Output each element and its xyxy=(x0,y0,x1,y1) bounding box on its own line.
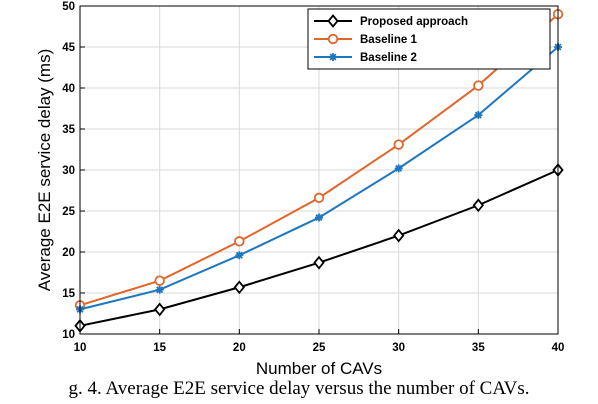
x-axis-title: Number of CAVs xyxy=(256,359,382,378)
data-point xyxy=(233,280,245,295)
y-tick-label: 35 xyxy=(62,124,75,136)
axis-ticks: 10 15 20 25 30 35 40 10 15 20 25 30 35 40 45 50 xyxy=(62,1,564,354)
x-tick-label: 15 xyxy=(153,342,166,354)
data-point xyxy=(154,302,166,317)
data-point xyxy=(472,198,484,213)
legend: Proposed approach Baseline 1 Baseline 2 xyxy=(307,8,551,70)
legend-label: Proposed approach xyxy=(360,16,468,28)
x-tick-label: 10 xyxy=(74,342,87,354)
legend-item: Baseline 1 xyxy=(314,33,417,46)
y-tick-label: 25 xyxy=(62,206,75,218)
y-axis-title: Average E2E service delay (ms) xyxy=(35,49,54,292)
legend-swatch-marker xyxy=(329,53,337,61)
x-tick-label: 20 xyxy=(233,342,246,354)
data-point xyxy=(154,275,165,286)
data-point xyxy=(234,236,245,247)
data-point xyxy=(313,192,325,204)
line-chart: 10 15 20 25 30 35 40 10 15 20 25 30 35 40 45 50 Number … xyxy=(35,1,564,378)
data-point xyxy=(155,285,164,294)
data-point xyxy=(394,164,403,173)
series-0 xyxy=(74,163,564,333)
data-point xyxy=(315,213,323,222)
x-tick-label: 25 xyxy=(313,342,326,354)
data-point xyxy=(235,251,244,260)
legend-label: Baseline 2 xyxy=(360,52,417,64)
legend-item: Proposed approach xyxy=(314,14,468,28)
data-point xyxy=(474,111,483,120)
data-point xyxy=(313,255,325,270)
y-tick-label: 30 xyxy=(62,165,75,177)
y-tick-label: 10 xyxy=(62,329,75,341)
legend-swatch-marker xyxy=(327,14,339,28)
legend-item: Baseline 2 xyxy=(314,52,417,64)
x-tick-label: 30 xyxy=(392,342,405,354)
legend-swatch-marker xyxy=(327,33,339,45)
y-tick-label: 50 xyxy=(62,1,75,13)
data-point xyxy=(393,139,404,150)
y-tick-label: 40 xyxy=(62,83,75,95)
x-tick-label: 40 xyxy=(552,342,565,354)
data-point xyxy=(393,228,405,243)
y-tick-label: 20 xyxy=(62,247,75,259)
y-tick-label: 45 xyxy=(62,42,75,54)
x-tick-label: 35 xyxy=(472,342,485,354)
series-1 xyxy=(74,8,564,311)
legend-label: Baseline 1 xyxy=(360,34,417,46)
series-layer xyxy=(74,8,564,333)
data-point xyxy=(473,80,484,91)
figure-caption: g. 4. Average E2E service delay versus t… xyxy=(68,378,530,399)
y-tick-label: 15 xyxy=(62,288,75,300)
